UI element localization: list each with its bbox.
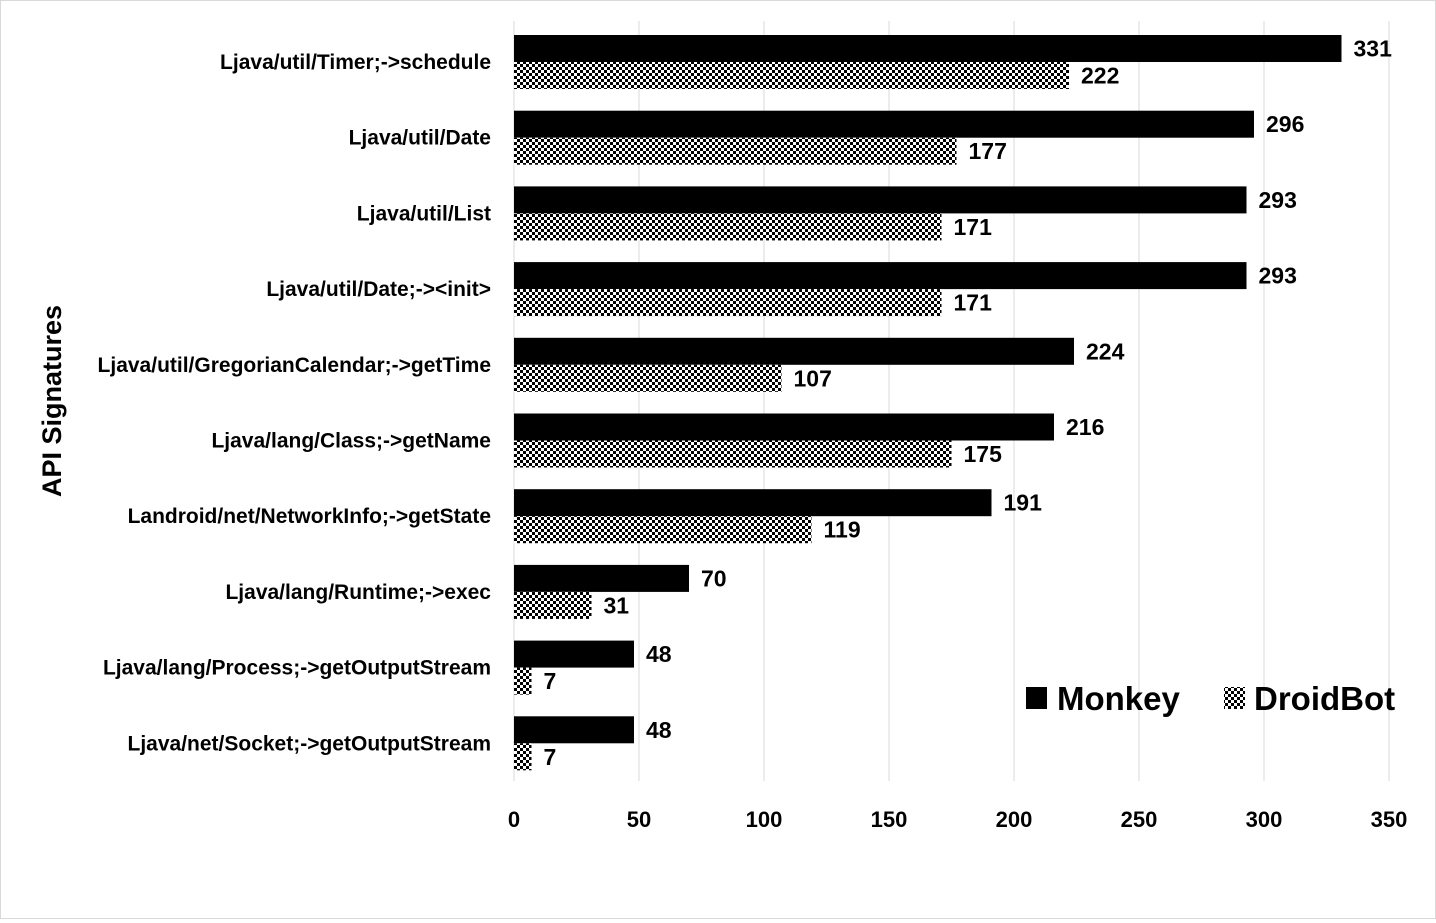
x-tick-label: 250 [1121, 807, 1158, 832]
legend-swatch-droidbot [1224, 687, 1245, 709]
bar-monkey [514, 564, 689, 592]
legend: Monkey DroidBot [1026, 680, 1395, 717]
data-label-droidbot: 107 [794, 365, 832, 391]
data-label-droidbot: 175 [964, 441, 1003, 467]
x-tick-label: 100 [746, 807, 783, 832]
y-axis-title: API Signatures [37, 305, 67, 497]
category-label: Ljava/util/List [357, 202, 491, 225]
bar-droidbot [514, 213, 942, 241]
category-labels: Ljava/util/Timer;->schedule Ljava/util/Da… [98, 51, 492, 755]
data-label-monkey: 48 [646, 717, 672, 743]
category-label: Ljava/util/Date [349, 127, 491, 150]
bar-monkey [514, 413, 1054, 441]
x-tick-label: 0 [508, 807, 520, 832]
x-tick-label: 350 [1371, 807, 1408, 832]
category-label: Landroid/net/NetworkInfo;->getState [128, 505, 491, 528]
data-label-monkey: 293 [1259, 187, 1297, 213]
bar-monkey [514, 186, 1247, 214]
category-label: Ljava/util/GregorianCalendar;->getTime [98, 354, 491, 377]
data-label-droidbot: 7 [544, 668, 557, 694]
data-label-droidbot: 222 [1081, 63, 1119, 89]
bar-droidbot [514, 591, 592, 619]
bar-droidbot [514, 364, 782, 392]
bar-droidbot [514, 137, 957, 165]
data-label-monkey: 48 [646, 641, 672, 667]
x-tick-label: 150 [871, 807, 908, 832]
data-label-monkey: 70 [701, 565, 727, 591]
bar-monkey [514, 262, 1247, 290]
data-label-monkey: 191 [1004, 490, 1043, 516]
bar-monkey [514, 716, 634, 744]
category-label: Ljava/util/Date;-><init> [266, 278, 491, 301]
legend-swatch-monkey [1026, 687, 1047, 709]
data-label-monkey: 293 [1259, 263, 1297, 289]
bars [514, 35, 1342, 771]
bar-monkey [514, 110, 1254, 138]
x-tick-labels: 0 50 100 150 200 250 300 350 [508, 807, 1407, 832]
data-label-droidbot: 119 [824, 517, 861, 543]
bar-monkey [514, 337, 1074, 365]
data-label-droidbot: 31 [604, 592, 630, 618]
bar-droidbot [514, 743, 532, 771]
bar-monkey [514, 640, 634, 668]
bar-droidbot [514, 440, 952, 468]
data-label-droidbot: 171 [954, 290, 993, 316]
data-label-droidbot: 177 [969, 138, 1007, 164]
data-label-monkey: 224 [1086, 338, 1125, 364]
x-tick-label: 50 [627, 807, 651, 832]
category-label: Ljava/net/Socket;->getOutputStream [128, 732, 492, 755]
category-label: Ljava/lang/Class;->getName [211, 430, 491, 453]
bar-monkey [514, 35, 1342, 62]
bar-droidbot [514, 62, 1069, 89]
x-tick-label: 200 [996, 807, 1033, 832]
bar-monkey [514, 489, 992, 517]
data-label-droidbot: 171 [954, 214, 993, 240]
x-tick-label: 300 [1246, 807, 1283, 832]
data-label-monkey: 331 [1354, 36, 1393, 62]
bar-droidbot [514, 667, 532, 695]
data-label-monkey: 296 [1266, 111, 1304, 137]
category-label: Ljava/lang/Process;->getOutputStream [103, 657, 491, 680]
legend-label-droidbot: DroidBot [1254, 680, 1395, 717]
bar-droidbot [514, 516, 812, 544]
legend-label-monkey: Monkey [1057, 680, 1181, 717]
data-label-monkey: 216 [1066, 414, 1104, 440]
category-label: Ljava/util/Timer;->schedule [220, 51, 491, 74]
bar-droidbot [514, 289, 942, 317]
data-label-droidbot: 7 [544, 744, 557, 770]
category-label: Ljava/lang/Runtime;->exec [225, 581, 491, 604]
